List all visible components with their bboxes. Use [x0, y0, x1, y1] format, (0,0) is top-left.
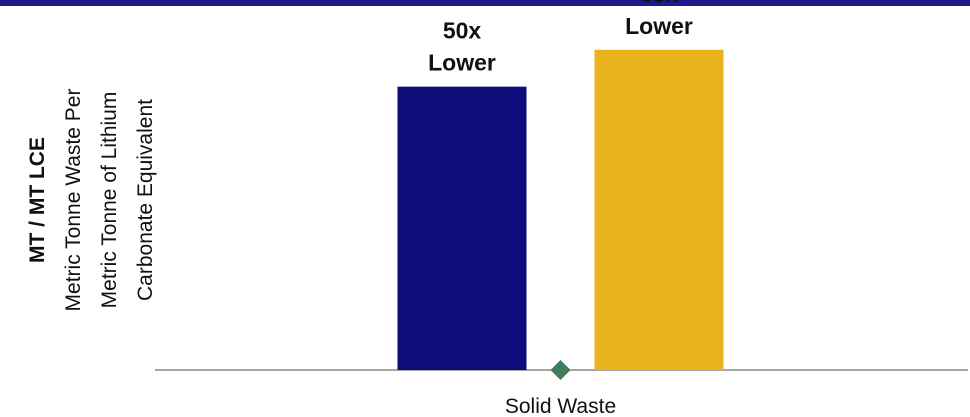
bar-1-label-line-1: 50x — [443, 18, 482, 44]
category-label: Solid Waste — [505, 395, 616, 417]
marker-diamond — [551, 360, 571, 380]
bar-1-label-line-2: Lower — [428, 50, 496, 76]
bar-2-label-line-2: Lower — [625, 13, 693, 39]
bar-2 — [595, 50, 724, 370]
bar-1 — [398, 87, 527, 370]
bar-2-label-line-1: 55x — [640, 0, 679, 7]
